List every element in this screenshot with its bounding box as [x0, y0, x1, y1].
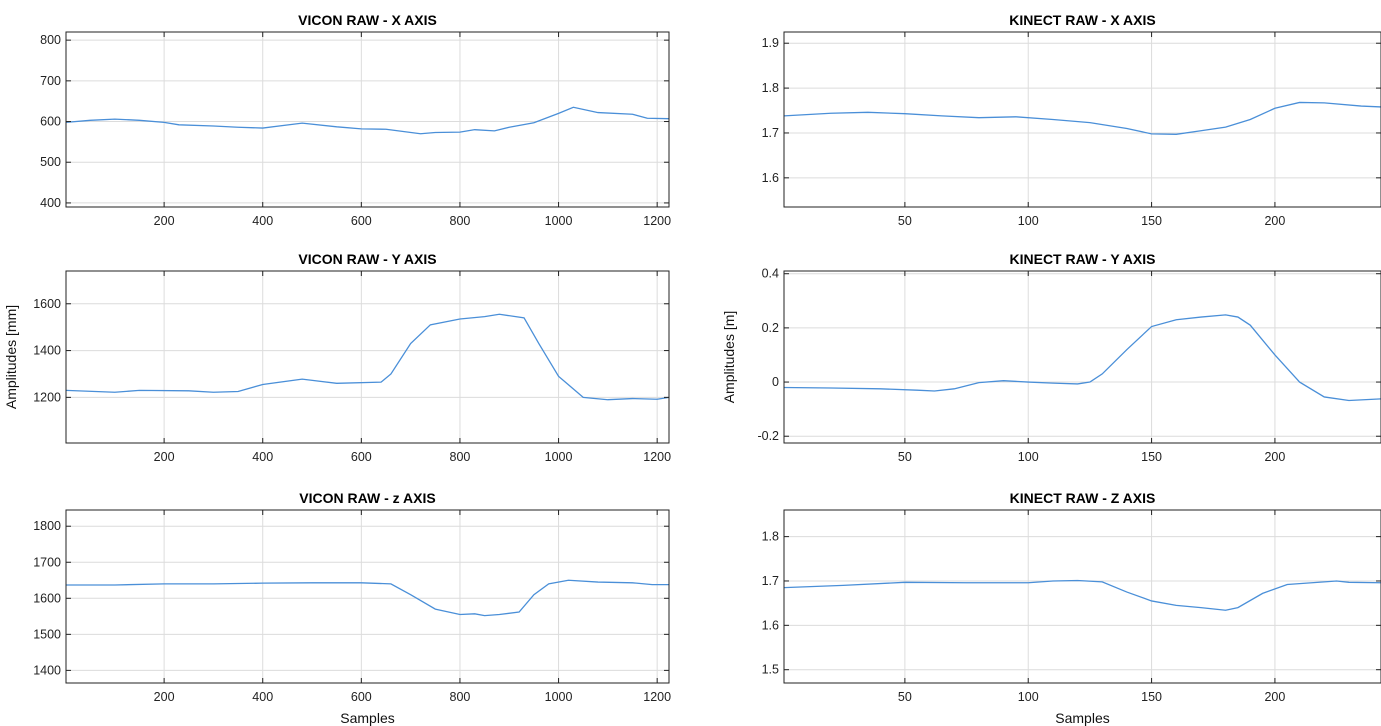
- y-tick-label: 400: [40, 196, 61, 210]
- y-tick-label: 1.8: [762, 81, 779, 95]
- x-axis-label: Samples: [340, 710, 394, 726]
- panel-vicon-x: 200 400 600 800 1000 1200 400 500 600 700 800 VICON…: [40, 12, 671, 228]
- plot-frame: [783, 509, 1381, 684]
- panel-kinect-x: 50 100 150 200 1.6 1.7 1.8 1.9 KINECT RAW - X AX…: [762, 12, 1381, 228]
- panel-vicon-y: 200 400 600 800 1000 1200 1200 1400 1600 VICON RA…: [3, 251, 671, 464]
- x-tick-label: 600: [351, 214, 372, 228]
- x-tick-label: 600: [351, 690, 372, 704]
- y-tick-label: 0.4: [762, 267, 779, 281]
- x-tick-label: 150: [1141, 214, 1162, 228]
- chart-title: KINECT RAW - Z AXIS: [1010, 490, 1156, 506]
- series-line-0: [66, 579, 669, 617]
- x-tick-label: 1200: [643, 450, 671, 464]
- x-tick-label: 200: [154, 450, 175, 464]
- y-tick-label: 1.8: [762, 530, 779, 544]
- y-tick-label: 1800: [33, 519, 61, 533]
- x-tick-label: 200: [154, 690, 175, 704]
- x-tick-label: 150: [1141, 690, 1162, 704]
- x-tick-label: 100: [1018, 690, 1039, 704]
- x-tick-label: 50: [898, 450, 912, 464]
- x-tick-label: 50: [898, 214, 912, 228]
- y-tick-label: -0.2: [757, 429, 779, 443]
- plot-frame: [65, 31, 670, 208]
- x-tick-label: 200: [1264, 690, 1285, 704]
- plot-frame: [783, 270, 1381, 444]
- y-tick-label: 1.7: [762, 574, 779, 588]
- y-tick-label: 1.5: [762, 663, 779, 677]
- y-tick-label: 500: [40, 155, 61, 169]
- series-line-0: [65, 313, 670, 401]
- y-axis-label: Amplitudes [m]: [721, 311, 737, 404]
- x-tick-label: 1000: [545, 214, 573, 228]
- y-tick-label: 1500: [33, 627, 61, 641]
- x-tick-label: 1200: [643, 214, 671, 228]
- x-tick-label: 100: [1018, 214, 1039, 228]
- y-tick-label: 1400: [33, 344, 61, 358]
- x-tick-label: 100: [1018, 450, 1039, 464]
- x-tick-label: 200: [1264, 450, 1285, 464]
- plot-frame: [65, 270, 670, 444]
- chart-title: VICON RAW - Y AXIS: [298, 251, 436, 267]
- x-tick-label: 1200: [643, 690, 671, 704]
- chart-title: KINECT RAW - X AXIS: [1009, 12, 1156, 28]
- x-tick-label: 1000: [545, 690, 573, 704]
- plot-frame: [783, 31, 1381, 208]
- x-tick-label: 400: [252, 690, 273, 704]
- series-line-0: [783, 579, 1381, 611]
- chart-title: KINECT RAW - Y AXIS: [1010, 251, 1156, 267]
- y-tick-label: 800: [40, 33, 61, 47]
- x-tick-label: 1000: [545, 450, 573, 464]
- chart-title: VICON RAW - X AXIS: [298, 12, 437, 28]
- y-tick-label: 1.9: [762, 36, 779, 50]
- x-tick-label: 800: [450, 450, 471, 464]
- y-tick-label: 700: [40, 74, 61, 88]
- x-tick-label: 200: [1264, 214, 1285, 228]
- series-line-0: [65, 106, 670, 135]
- chart-title: VICON RAW - z AXIS: [299, 490, 435, 506]
- x-tick-label: 400: [252, 214, 273, 228]
- y-tick-label: 1600: [33, 591, 61, 605]
- x-tick-label: 200: [154, 214, 175, 228]
- y-tick-label: 1.6: [762, 618, 779, 632]
- y-tick-label: 600: [40, 115, 61, 129]
- y-tick-label: 1700: [33, 555, 61, 569]
- panel-kinect-z: 50 100 150 200 1.5 1.6 1.7 1.8 KINECT RAW - Z AX…: [762, 490, 1381, 726]
- x-axis-label: Samples: [1055, 710, 1109, 726]
- x-tick-label: 800: [450, 214, 471, 228]
- y-tick-label: 0: [772, 375, 779, 389]
- y-tick-label: 1400: [33, 663, 61, 677]
- x-tick-label: 150: [1141, 450, 1162, 464]
- panel-kinect-y: 50 100 150 200 -0.2 0 0.2 0.4 KINECT RAW - Y AXI…: [721, 251, 1381, 464]
- x-tick-label: 800: [450, 690, 471, 704]
- y-tick-label: 1200: [33, 390, 61, 404]
- series-line-0: [783, 314, 1381, 402]
- y-tick-label: 1.6: [762, 171, 779, 185]
- panel-vicon-z: 200 400 600 800 1000 1200 1400 1500 1600 1700 1800…: [33, 490, 671, 726]
- x-tick-label: 600: [351, 450, 372, 464]
- y-tick-label: 0.2: [762, 321, 779, 335]
- x-tick-label: 400: [252, 450, 273, 464]
- y-axis-label: Amplitudes [mm]: [3, 305, 19, 409]
- y-tick-label: 1600: [33, 297, 61, 311]
- plot-frame: [65, 509, 670, 684]
- x-tick-label: 50: [898, 690, 912, 704]
- series-line-0: [783, 101, 1381, 135]
- y-tick-label: 1.7: [762, 126, 779, 140]
